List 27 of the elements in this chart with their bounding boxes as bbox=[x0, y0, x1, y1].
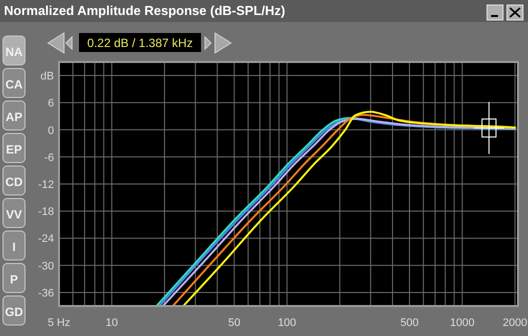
text: P bbox=[10, 272, 18, 286]
y-tick-label: 0 bbox=[48, 124, 54, 137]
y-tick-label: -30 bbox=[38, 260, 54, 272]
x-tick-label: 10 bbox=[106, 317, 118, 329]
y-tick-label: -12 bbox=[38, 179, 54, 191]
y-tick-label: -6 bbox=[44, 152, 54, 164]
y-tick-label: -36 bbox=[38, 287, 54, 300]
y-tick-label: -24 bbox=[38, 233, 54, 246]
text: AP bbox=[6, 110, 22, 124]
text: GD bbox=[5, 305, 24, 319]
x-tick-label: 500 bbox=[400, 317, 419, 329]
text: NA bbox=[5, 45, 23, 59]
y-tick-label: dB bbox=[40, 70, 54, 83]
x-tick-label: 5 Hz bbox=[48, 317, 70, 329]
x-tick-label: 50 bbox=[228, 317, 240, 329]
chart-title: Normalized Amplitude Response (dB-SPL/Hz) bbox=[4, 3, 286, 18]
text: CA bbox=[5, 78, 23, 92]
y-tick-label: -18 bbox=[38, 206, 54, 218]
text: 0.22 dB / 1.387 kHz bbox=[87, 36, 193, 50]
x-tick-label: 1000 bbox=[450, 317, 474, 329]
x-tick-label: 2000 bbox=[502, 317, 528, 329]
y-tick-label: 6 bbox=[48, 98, 54, 110]
x-tick-label: 100 bbox=[278, 317, 296, 329]
text: CD bbox=[5, 175, 23, 189]
text: EP bbox=[6, 142, 22, 156]
text: I bbox=[12, 240, 16, 254]
text: VV bbox=[6, 208, 22, 222]
